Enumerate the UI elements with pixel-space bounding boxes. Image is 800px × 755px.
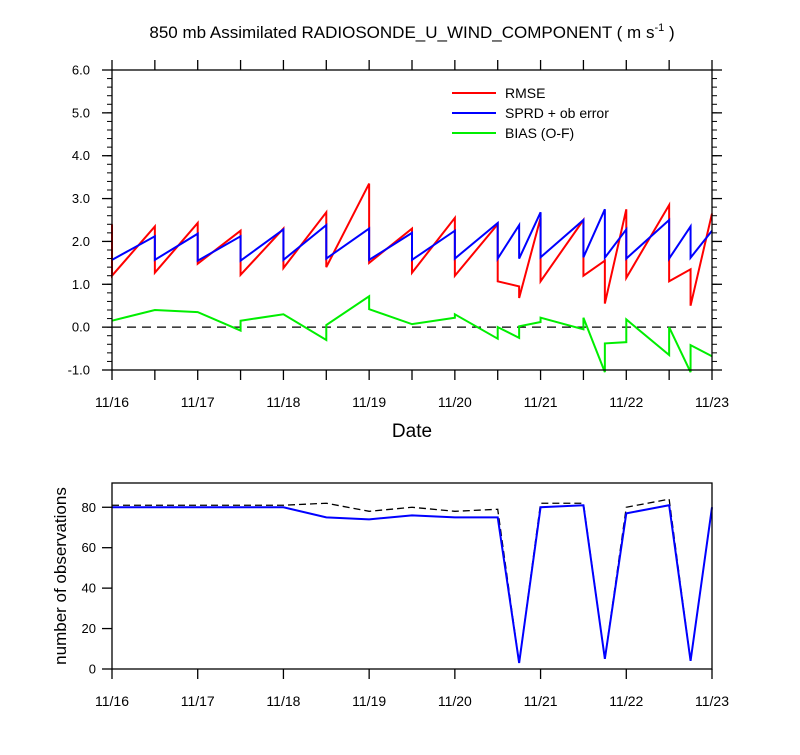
top-x-tick-label: 11/18 xyxy=(266,394,300,410)
bottom-y-tick-label: 60 xyxy=(82,540,96,555)
bottom-x-tick-label: 11/16 xyxy=(95,693,129,709)
legend-rmse-label: RMSE xyxy=(505,85,545,101)
spread-line xyxy=(111,208,713,263)
top-y-tick-label: 4.0 xyxy=(72,148,90,163)
bottom-y-tick-label: 80 xyxy=(82,500,96,515)
bottom-x-tick-label: 11/18 xyxy=(266,693,300,709)
x-axis-label: Date xyxy=(392,421,432,442)
top-y-tick-label: 1.0 xyxy=(72,277,90,292)
top-x-tick-label: 11/16 xyxy=(95,394,129,410)
bottom-x-tick-label: 11/21 xyxy=(524,693,558,709)
top-y-tick-label: 5.0 xyxy=(72,105,90,120)
top-x-tick-label: 11/21 xyxy=(524,394,558,410)
assimilated-obs-line xyxy=(112,504,713,664)
top-y-tick-label: 3.0 xyxy=(72,191,90,206)
bottom-x-tick-label: 11/19 xyxy=(352,693,386,709)
bottom-plot-frame xyxy=(111,482,713,670)
top-x-tick-label: 11/23 xyxy=(695,394,729,410)
bias-line xyxy=(111,294,713,373)
top-x-tick-label: 11/22 xyxy=(609,394,643,410)
top-x-tick-label: 11/19 xyxy=(352,394,386,410)
top-y-tick-label: -1.0 xyxy=(68,363,90,378)
bottom-x-tick-label: 11/23 xyxy=(695,693,729,709)
legend-spread-label: SPRD + ob error xyxy=(505,105,609,121)
top-y-tick-label: 6.0 xyxy=(72,63,90,78)
bottom-x-tick-label: 11/20 xyxy=(438,693,472,709)
top-x-tick-label: 11/17 xyxy=(181,394,215,410)
bottom-y-axis-label: number of observations xyxy=(51,487,70,665)
bottom-x-tick-label: 11/22 xyxy=(609,693,643,709)
top-y-tick-label: 0.0 xyxy=(72,320,90,335)
legend-bias-label: BIAS (O-F) xyxy=(505,125,574,141)
bottom-y-tick-label: 0 xyxy=(89,662,96,677)
possible-obs-line xyxy=(112,498,713,664)
bottom-x-tick-label: 11/17 xyxy=(181,693,215,709)
chart-title: 850 mb Assimilated RADIOSONDE_U_WIND_COM… xyxy=(149,22,674,42)
top-y-tick-label: 2.0 xyxy=(72,234,90,249)
bottom-y-tick-label: 40 xyxy=(82,581,96,596)
bottom-y-tick-label: 20 xyxy=(82,621,96,636)
top-x-tick-label: 11/20 xyxy=(438,394,472,410)
